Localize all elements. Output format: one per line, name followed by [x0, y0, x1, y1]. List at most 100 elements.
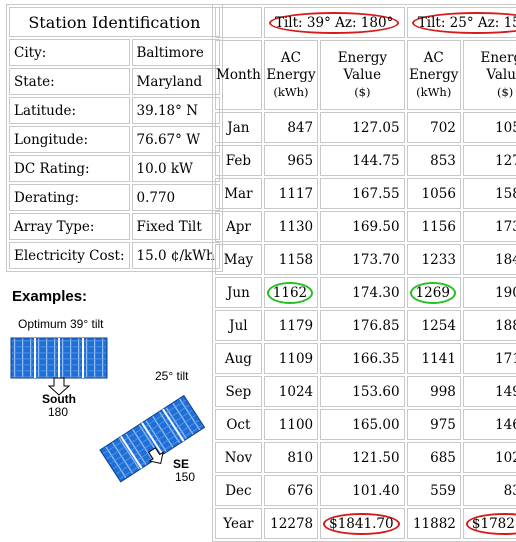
examples-heading: Examples:: [12, 288, 88, 305]
value-cell: 165.00: [320, 409, 405, 440]
value-cell: 127.95: [462, 145, 516, 176]
optimum-tilt-label: Optimum 39° tilt: [18, 317, 104, 331]
south-azimuth: 180: [48, 405, 68, 419]
examples-illustration: Optimum 39° tilt South 180 25° tilt SE 1…: [10, 317, 206, 484]
peak-ac-highlight: 1162: [266, 281, 314, 304]
station-label: Electricity Cost:: [9, 242, 130, 269]
station-value: 0.770: [131, 184, 220, 211]
tilt-header-row: Tilt: 39° Az: 180° Tilt: 25° Az: 150°: [215, 7, 516, 38]
ac-cell: 1158: [263, 244, 319, 275]
month-cell: Apr: [215, 211, 262, 242]
se-label: SE: [173, 457, 189, 471]
ac-cell: 965: [263, 145, 319, 176]
ac-header-line1: AC: [280, 49, 301, 66]
station-value: Baltimore: [131, 39, 220, 66]
ac-cell: 1109: [263, 343, 319, 374]
ac-cell: 1100: [263, 409, 319, 440]
empty-corner: [215, 7, 262, 38]
se-azimuth: 150: [175, 470, 195, 484]
station-row: City: Baltimore: [9, 39, 220, 66]
ac-cell: 1156: [406, 211, 461, 242]
year-value-highlight: $1782.30: [465, 512, 516, 535]
solar-panel-icon: [10, 337, 108, 379]
month-cell: Nov: [215, 442, 262, 473]
value-cell: 184.95: [462, 244, 516, 275]
ac-cell: 1162: [263, 277, 319, 308]
ac-energy-header: AC Energy (kWh): [406, 40, 461, 110]
station-value: 39.18° N: [131, 97, 220, 124]
peak-ac-highlight: 1269: [409, 281, 456, 304]
month-header: Month: [215, 40, 262, 110]
month-cell: Sep: [215, 376, 262, 407]
station-row: Longitude: 76.67° W: [9, 126, 220, 153]
value-cell: 146.25: [462, 409, 516, 440]
ac-header-line1: AC: [423, 49, 444, 66]
arrow-se-icon: [147, 447, 164, 465]
value-header-line1: Energy: [337, 49, 387, 66]
station-value: 76.67° W: [131, 126, 220, 153]
value-cell: 101.40: [320, 475, 405, 506]
station-label: Array Type:: [9, 213, 130, 240]
month-cell: Jun: [215, 277, 262, 308]
year-label: Year: [215, 508, 262, 539]
value-cell: 190.35: [462, 277, 516, 308]
ac-cell: 1130: [263, 211, 319, 242]
station-value: 10.0 kW: [131, 155, 220, 182]
value-cell: 127.05: [320, 112, 405, 143]
ac-cell: 975: [406, 409, 461, 440]
ac-cell: 1269: [406, 277, 461, 308]
ac-cell: 559: [406, 475, 461, 506]
year-value-cell: $1841.70: [320, 508, 405, 539]
month-cell: May: [215, 244, 262, 275]
value-unit: ($): [354, 84, 371, 99]
ac-cell: 998: [406, 376, 461, 407]
monthly-energy-table: Tilt: 39° Az: 180° Tilt: 25° Az: 150° Mo…: [212, 4, 516, 542]
station-row: Latitude: 39.18° N: [9, 97, 220, 124]
year-ac-cell: 12278: [263, 508, 319, 539]
value-cell: 176.85: [320, 310, 405, 341]
year-value-highlight: $1841.70: [323, 512, 400, 535]
south-label: South: [42, 392, 76, 406]
station-row: Array Type: Fixed Tilt: [9, 213, 220, 240]
station-label: State:: [9, 68, 130, 95]
ac-cell: 1179: [263, 310, 319, 341]
energy-value-header: Energy Value ($): [462, 40, 516, 110]
value-cell: 174.30: [320, 277, 405, 308]
ac-cell: 676: [263, 475, 319, 506]
tilt-1-highlight: Tilt: 39° Az: 180°: [268, 11, 400, 34]
value-cell: 102.75: [462, 442, 516, 473]
ac-cell: 1233: [406, 244, 461, 275]
ac-cell: 685: [406, 442, 461, 473]
value-cell: 144.75: [320, 145, 405, 176]
value-header-line1: Energy: [480, 49, 516, 66]
value-cell: 188.10: [462, 310, 516, 341]
value-cell: 121.50: [320, 442, 405, 473]
ac-header-line2: Energy: [266, 66, 316, 83]
station-row: DC Rating: 10.0 kW: [9, 155, 220, 182]
value-cell: 173.70: [320, 244, 405, 275]
value-cell: 149.70: [462, 376, 516, 407]
value-cell: 158.40: [462, 178, 516, 209]
ac-cell: 1117: [263, 178, 319, 209]
ac-energy-header: AC Energy (kWh): [263, 40, 319, 110]
ac-cell: 810: [263, 442, 319, 473]
value-cell: 169.50: [320, 211, 405, 242]
ac-cell: 853: [406, 145, 461, 176]
month-cell: Feb: [215, 145, 262, 176]
station-label: Longitude:: [9, 126, 130, 153]
column-header-row: Month AC Energy (kWh) Energy Value ($) A…: [215, 40, 516, 110]
month-cell: Jan: [215, 112, 262, 143]
month-cell: Mar: [215, 178, 262, 209]
arrow-down-icon: [47, 377, 71, 396]
month-cell: Jul: [215, 310, 262, 341]
ac-unit: (kWh): [273, 84, 309, 99]
ac-unit: (kWh): [416, 84, 452, 99]
ac-cell: 847: [263, 112, 319, 143]
